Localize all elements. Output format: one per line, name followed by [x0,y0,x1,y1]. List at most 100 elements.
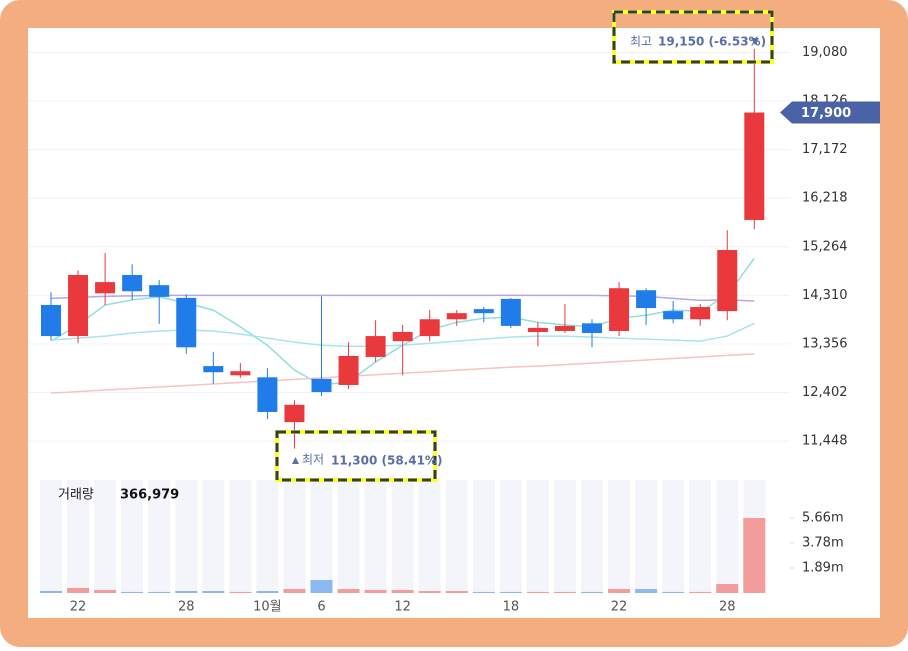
candle-body [636,290,657,309]
volume-column [67,480,90,593]
up-arrow [292,457,299,464]
candle-body [338,355,359,385]
candle-body [284,404,305,423]
candle-body [176,297,197,348]
y-tick-label: 14,310 [802,288,848,303]
y-tick-label: 5.66m [802,511,844,526]
y-tick-label: 1.89m [802,560,844,575]
y-tick-label: 17,172 [802,142,848,157]
down-arrow [751,38,759,45]
volume-column [94,480,117,593]
candle-body [68,274,89,337]
low-note-prefix: 최저 [302,453,324,467]
volume-column [445,480,468,593]
x-tick-label: 10월 [253,600,282,615]
candle-body [311,378,332,393]
highlight-box [275,430,437,482]
volume-column [689,480,712,593]
volume-bar [121,591,144,593]
candle-body [122,274,143,292]
volume-bar [608,589,631,593]
volume-column [175,480,198,593]
candle-body [257,377,278,412]
x-tick-label: 22 [70,600,87,615]
volume-title: 거래량 [58,488,94,503]
volume-bar [256,591,279,593]
candle-body [149,285,170,297]
candle-body [392,332,413,342]
volume-column [337,480,360,593]
volume-bar [175,591,198,593]
x-tick-label: 12 [394,600,411,615]
y-tick-label: 16,218 [802,191,848,206]
x-tick-label: 18 [503,600,520,615]
volume-column [418,480,441,593]
volume-value: 366,979 [120,488,179,503]
volume-bar [94,589,117,593]
volume-column [553,480,576,593]
high-note-prefix: 최고 [630,35,652,49]
candle-body [717,250,738,312]
x-tick-label: 6 [317,600,325,615]
low-note-label: 11,300 (58.41%) [331,454,442,468]
candle-body [663,311,684,320]
volume-column [256,480,279,593]
volume-column [635,480,658,593]
volume-bar [445,591,468,593]
volume-bar [526,591,549,593]
volume-column [148,480,171,593]
x-tick-label: 28 [178,600,195,615]
volume-bar [716,584,739,593]
candle-body [203,366,224,373]
candle-body [500,298,521,326]
volume-bar [283,589,306,593]
volume-column [716,480,739,593]
y-tick-label: 12,402 [802,385,848,400]
high-note-label: 19,150 (-6.53%) [658,35,766,49]
volume-column [283,480,306,593]
volume-bar [391,589,414,593]
volume-column [608,480,631,593]
volume-bar [310,580,333,593]
candle-body [609,288,630,331]
volume-column [229,480,252,593]
volume-column [472,480,495,593]
volume-column [391,480,414,593]
volume-column [581,480,603,593]
candle-body [527,327,548,333]
y-tick-label: 3.78m [802,535,844,550]
volume-column [40,480,62,593]
candle-body [446,313,467,320]
candle-body [365,336,386,357]
y-tick-label: 19,080 [802,45,848,60]
price-tag [780,101,880,124]
volume-bar [662,591,685,593]
y-tick-label: 15,264 [802,239,848,254]
volume-column [499,480,522,593]
candle-body [582,323,602,334]
volume-column [364,480,387,593]
volume-column [662,480,685,593]
volume-column [121,480,144,593]
candle-body [744,112,765,220]
candle-body [41,305,61,337]
volume-bar [418,591,441,593]
volume-bar [635,589,658,593]
volume-column [526,480,549,593]
volume-column [202,480,225,593]
volume-bar [202,591,225,593]
price-tag-label: 17,900 [801,106,851,121]
volume-bar [553,591,576,593]
volume-bar [581,591,603,593]
y-tick-label: 13,356 [802,336,848,351]
x-tick-label: 28 [719,600,736,615]
volume-column [310,480,333,593]
candle-body [554,325,575,331]
y-tick-label: 11,448 [802,434,848,449]
volume-bar [67,587,90,593]
highlight-box [612,10,774,64]
volume-bar [472,591,495,593]
volume-bar [229,591,252,593]
volume-bar [148,591,171,593]
